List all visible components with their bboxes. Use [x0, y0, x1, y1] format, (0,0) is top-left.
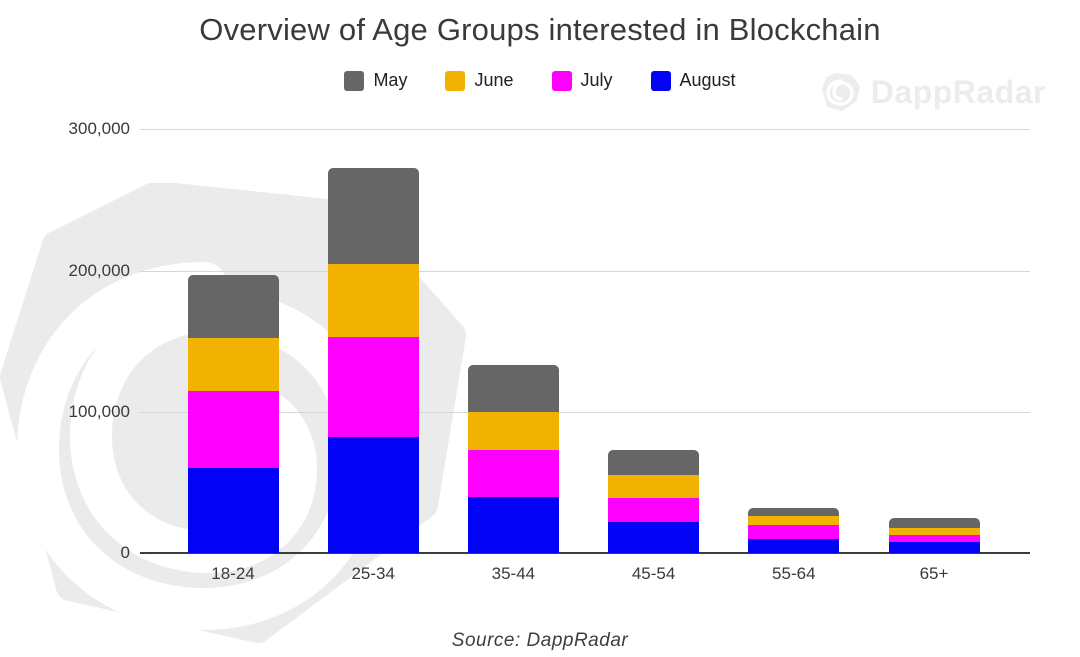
bar-segment-july-65+	[888, 534, 980, 542]
bar-segment-may-65+	[888, 517, 980, 528]
legend: May June July August	[0, 70, 1080, 91]
bar-segment-july-35-44	[467, 449, 559, 497]
legend-label: July	[580, 70, 613, 90]
brand-watermark: DappRadar	[821, 72, 1046, 112]
bar-segment-june-18-24	[187, 338, 279, 391]
x-tick-label: 55-64	[772, 564, 816, 583]
legend-swatch-may	[344, 70, 365, 91]
x-tick-label: 35-44	[491, 564, 536, 583]
legend-swatch-june	[445, 70, 466, 91]
bar-segment-may-18-24	[187, 274, 279, 339]
dappradar-logo-icon	[821, 73, 860, 111]
legend-item-may: May	[344, 70, 407, 91]
legend-swatch-july	[551, 70, 572, 91]
gridline	[140, 412, 1030, 413]
bar-segment-august-18-24	[187, 468, 279, 553]
x-axis-line	[140, 552, 1030, 554]
legend-item-june: June	[445, 70, 514, 91]
source-note: Source: DappRadar	[451, 630, 629, 651]
bar-segment-may-55-64	[748, 507, 840, 517]
x-tick-label: 65+	[919, 564, 949, 583]
bar-segment-july-55-64	[748, 524, 840, 539]
bar-segment-june-25-34	[327, 263, 419, 337]
bar-segment-june-45-54	[608, 475, 700, 498]
chart-title: Overview of Age Groups interested in Blo…	[199, 12, 881, 47]
brand-watermark-text: DappRadar	[870, 73, 1046, 110]
legend-item-august: August	[650, 70, 736, 91]
bar-segment-june-35-44	[467, 411, 559, 450]
bar-segment-august-45-54	[608, 521, 700, 553]
bar-segment-may-45-54	[608, 449, 700, 476]
y-tick-label: 200,000	[68, 261, 130, 280]
gridline	[140, 129, 1030, 130]
x-tick-label: 45-54	[631, 564, 676, 583]
bar-segment-july-18-24	[187, 390, 279, 469]
bar-segment-august-65+	[888, 541, 980, 553]
bar-segment-may-25-34	[327, 167, 419, 264]
bar-segment-may-35-44	[467, 365, 559, 412]
x-tick-label: 25-34	[351, 564, 395, 583]
gridline	[140, 271, 1030, 272]
bar-segment-august-25-34	[327, 437, 419, 553]
y-tick-label: 300,000	[68, 119, 130, 138]
bar-segment-august-55-64	[748, 538, 840, 553]
legend-label: May	[373, 70, 408, 90]
bar-segment-june-55-64	[748, 516, 840, 525]
bar-segment-june-65+	[888, 527, 980, 535]
bar-segment-july-25-34	[327, 336, 419, 438]
x-tick-label: 18-24	[211, 564, 255, 583]
y-tick-label: 100,000	[68, 402, 130, 421]
bar-segment-august-35-44	[467, 496, 559, 553]
bar-segment-july-45-54	[608, 497, 700, 522]
y-tick-label: 0	[120, 543, 130, 562]
legend-label: August	[679, 70, 736, 90]
legend-item-july: July	[551, 70, 613, 91]
legend-label: June	[474, 70, 514, 90]
legend-swatch-august	[650, 70, 671, 91]
